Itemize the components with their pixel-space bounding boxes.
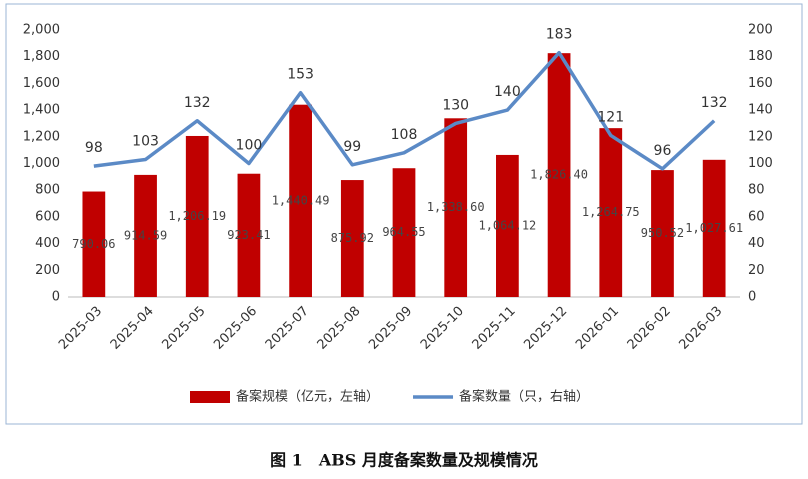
x-tick-label: 2025-09 xyxy=(366,304,415,353)
bar-value-label: 790.06 xyxy=(72,237,115,251)
y-tick-label: 0 xyxy=(52,290,60,305)
y2-tick-label: 100 xyxy=(748,156,773,171)
legend-label: 备案数量（只，右轴） xyxy=(459,389,589,405)
x-tick-label: 2025-07 xyxy=(263,304,312,353)
y-tick-label: 200 xyxy=(35,263,60,278)
x-tick-label: 2026-02 xyxy=(625,304,674,353)
y-tick-label: 1,600 xyxy=(23,76,60,91)
bar xyxy=(651,170,674,297)
line-value-label: 98 xyxy=(85,140,103,156)
chart-frame xyxy=(5,3,803,425)
bar-value-label: 923.41 xyxy=(227,228,270,242)
y2-tick-label: 60 xyxy=(748,209,765,224)
y2-tick-label: 20 xyxy=(748,263,765,278)
line-value-label: 103 xyxy=(132,133,159,149)
line-value-label: 140 xyxy=(494,84,521,100)
line-value-label: 183 xyxy=(546,27,573,43)
bar-value-label: 1,206.19 xyxy=(168,209,226,223)
y-tick-label: 1,800 xyxy=(23,49,60,64)
y2-tick-label: 160 xyxy=(748,76,773,91)
x-tick-label: 2025-10 xyxy=(418,304,467,353)
bar xyxy=(185,135,209,297)
line-value-label: 130 xyxy=(442,97,469,113)
bar-value-label: 1,264.75 xyxy=(582,205,640,219)
x-tick-label: 2025-12 xyxy=(521,304,570,353)
x-tick-label: 2025-11 xyxy=(470,304,519,353)
line-value-label: 108 xyxy=(391,127,418,143)
line-value-label: 132 xyxy=(184,95,211,111)
bar-value-label: 950.52 xyxy=(641,226,684,240)
line-value-label: 100 xyxy=(236,138,263,154)
bar xyxy=(237,173,261,297)
bar-value-label: 1,338.60 xyxy=(427,200,485,214)
legend-label: 备案规模（亿元，左轴） xyxy=(236,389,379,405)
x-tick-label: 2025-06 xyxy=(211,304,260,353)
bar xyxy=(599,128,623,297)
bar-value-label: 875.92 xyxy=(331,231,374,245)
bar xyxy=(496,154,519,297)
bar xyxy=(392,168,416,297)
y2-tick-label: 120 xyxy=(748,129,773,144)
bar xyxy=(702,159,726,297)
line xyxy=(93,50,716,171)
y2-tick-label: 80 xyxy=(748,183,765,198)
line-value-label: 96 xyxy=(654,143,672,159)
bar xyxy=(547,53,571,297)
bar-value-label: 1,064.12 xyxy=(478,218,536,232)
bar xyxy=(289,104,312,298)
y-tick-label: 400 xyxy=(35,236,60,251)
line-value-label: 99 xyxy=(343,139,361,155)
bar xyxy=(134,174,157,297)
bar-value-label: 1,027.61 xyxy=(685,221,743,235)
x-tick-label: 2025-04 xyxy=(108,304,157,353)
bar xyxy=(82,191,106,297)
bar-value-label: 964.55 xyxy=(382,225,425,239)
x-tick-label: 2026-01 xyxy=(573,304,622,353)
bar-value-label: 1,440.49 xyxy=(272,193,330,207)
y-tick-label: 1,200 xyxy=(23,129,60,144)
y2-tick-label: 40 xyxy=(748,236,765,251)
y2-tick-label: 140 xyxy=(748,103,773,118)
x-tick-label: 2026-03 xyxy=(676,304,725,353)
y-tick-label: 600 xyxy=(35,209,60,224)
x-tick-label: 2025-03 xyxy=(56,304,105,353)
y2-tick-label: 0 xyxy=(748,290,756,305)
chart-caption: 图 1 ABS 月度备案数量及规模情况 xyxy=(270,451,538,470)
bar-value-label: 1,826.40 xyxy=(530,168,588,182)
y-tick-label: 1,400 xyxy=(23,103,60,118)
y2-tick-label: 180 xyxy=(748,49,773,64)
legend-swatch xyxy=(190,391,230,403)
y2-tick-label: 200 xyxy=(748,23,773,38)
x-tick-label: 2025-05 xyxy=(160,304,209,353)
line-value-label: 132 xyxy=(701,95,728,111)
bar xyxy=(340,180,364,297)
line-value-label: 153 xyxy=(287,67,314,83)
line-value-label: 121 xyxy=(597,109,624,125)
bar-value-label: 914.59 xyxy=(124,228,167,242)
x-tick-label: 2025-08 xyxy=(315,304,364,353)
bar xyxy=(444,118,468,297)
y-tick-label: 2,000 xyxy=(23,23,60,38)
y-tick-label: 800 xyxy=(35,183,60,198)
y-tick-label: 1,000 xyxy=(23,156,60,171)
